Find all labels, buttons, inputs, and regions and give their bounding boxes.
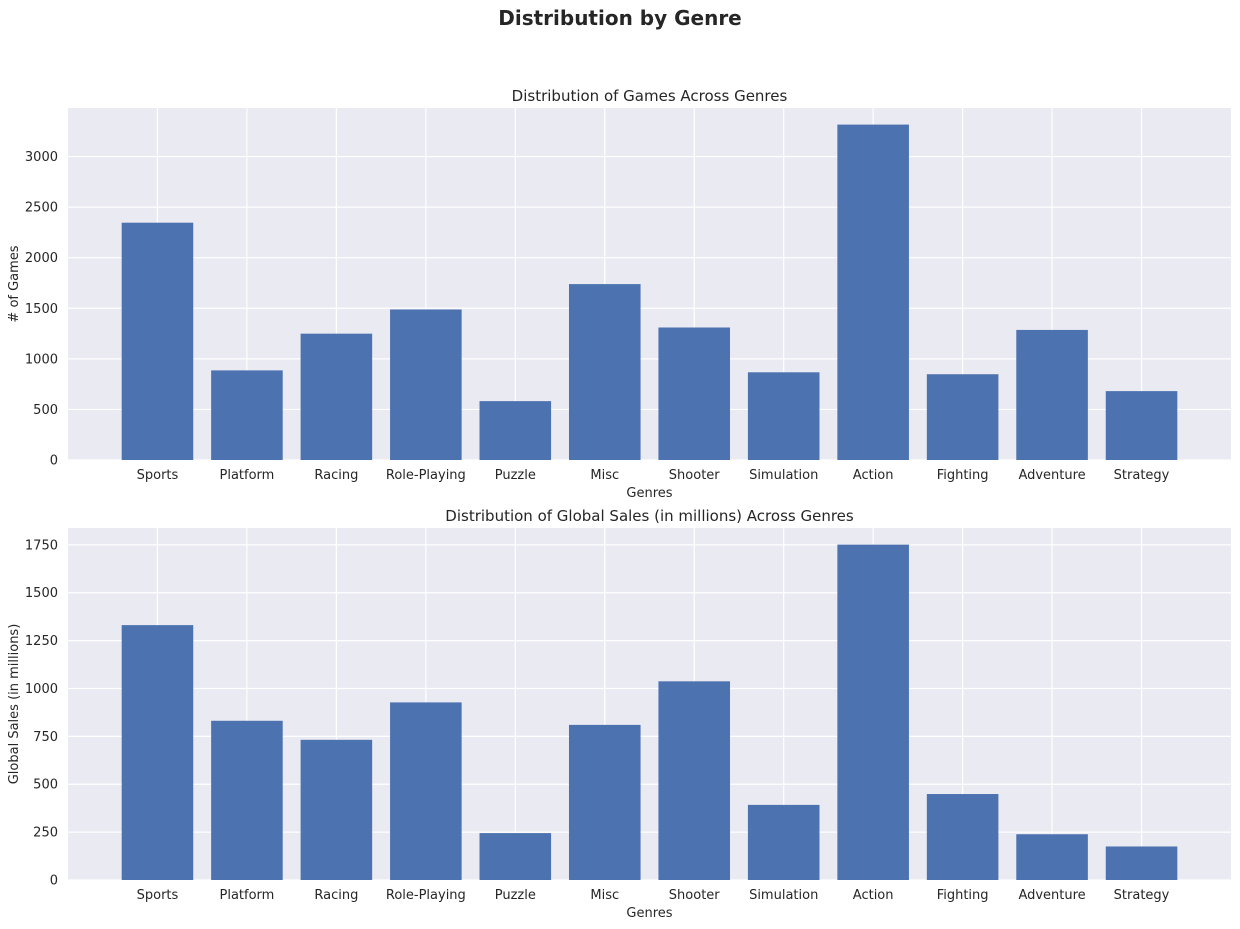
figure-title: Distribution by Genre (498, 6, 742, 30)
x-tick-label: Fighting (937, 468, 989, 483)
y-tick-label: 500 (33, 778, 58, 793)
x-tick-label: Puzzle (495, 888, 536, 903)
x-tick-label: Adventure (1018, 468, 1085, 483)
y-tick-label: 0 (50, 874, 58, 889)
x-tick-label: Sports (137, 888, 179, 903)
x-tick-label: Role-Playing (386, 888, 466, 903)
y-tick-label: 2000 (25, 251, 58, 266)
chart-panel-1: 0 500 1000 1500 2000 2500 3000 Sports Platform Ra… (7, 87, 1231, 501)
x-tick-label: Simulation (749, 468, 818, 483)
x-tick-label: Adventure (1018, 888, 1085, 903)
x-tick-label: Shooter (669, 468, 720, 483)
y-tick-label: 3000 (25, 150, 58, 165)
x-tick-label: Action (853, 888, 894, 903)
x-tick-label: Strategy (1114, 468, 1170, 483)
y-tick-label: 500 (33, 403, 58, 418)
bar-fighting (926, 794, 999, 880)
bar-adventure (1016, 834, 1088, 880)
bar-strategy (1105, 846, 1178, 880)
bar-adventure (1016, 329, 1088, 460)
x-tick-label: Misc (590, 888, 619, 903)
bar-racing (300, 739, 373, 880)
bar-misc (568, 724, 641, 880)
x-axis-label: Genres (626, 486, 672, 501)
bar-action (837, 544, 909, 880)
x-tick-label: Shooter (669, 888, 720, 903)
y-tick-label: 750 (33, 730, 58, 745)
y-tick-label: 2500 (25, 201, 58, 216)
bar-sports (121, 625, 194, 880)
bar-puzzle (479, 401, 552, 460)
bar-platform (211, 370, 283, 460)
x-tick-label: Racing (314, 468, 358, 483)
x-tick-label: Sports (137, 468, 179, 483)
y-tick-label: 1000 (25, 682, 58, 697)
bar-misc (568, 284, 641, 460)
bar-simulation (747, 372, 820, 460)
x-axis-label: Genres (626, 906, 672, 921)
bar-strategy (1105, 391, 1178, 460)
y-axis-label: # of Games (7, 245, 22, 322)
y-tick-label: 1000 (25, 352, 58, 367)
chart-title: Distribution of Global Sales (in million… (445, 507, 854, 525)
y-tick-label: 250 (33, 826, 58, 841)
x-tick-label: Misc (590, 468, 619, 483)
bar-simulation (747, 804, 820, 880)
bar-fighting (926, 374, 999, 460)
y-tick-label: 1750 (25, 538, 58, 553)
x-tick-label: Fighting (937, 888, 989, 903)
y-tick-label: 1250 (25, 634, 58, 649)
bar-platform (211, 720, 283, 880)
x-tick-label: Strategy (1114, 888, 1170, 903)
x-tick-label: Action (853, 468, 894, 483)
y-tick-label: 1500 (25, 302, 58, 317)
x-tick-label: Racing (314, 888, 358, 903)
y-tick-label: 0 (50, 454, 58, 469)
bar-role-playing (390, 702, 462, 880)
chart-panel-2: 0 250 500 750 1000 1250 1500 1750 Sports Platform… (7, 507, 1231, 921)
x-tick-label: Simulation (749, 888, 818, 903)
bar-shooter (658, 327, 731, 460)
y-tick-label: 1500 (25, 586, 58, 601)
bar-puzzle (479, 833, 552, 880)
x-tick-label: Platform (220, 888, 275, 903)
chart-title: Distribution of Games Across Genres (512, 87, 788, 105)
bar-sports (121, 222, 194, 460)
bar-racing (300, 333, 373, 460)
bar-role-playing (390, 309, 462, 460)
y-axis-label: Global Sales (in millions) (7, 624, 22, 785)
bar-shooter (658, 681, 731, 880)
x-tick-label: Role-Playing (386, 468, 466, 483)
x-tick-label: Puzzle (495, 468, 536, 483)
x-tick-label: Platform (220, 468, 275, 483)
bar-action (837, 124, 909, 461)
